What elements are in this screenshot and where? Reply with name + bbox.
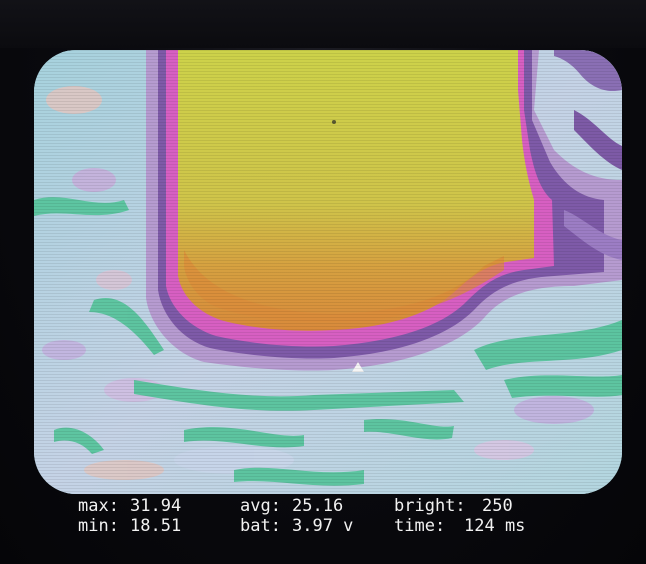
bat-label: bat: xyxy=(240,516,281,536)
device-bezel xyxy=(0,0,646,48)
right-edge-pattern xyxy=(554,50,622,260)
time-value: 124 ms xyxy=(464,516,526,536)
green-contours xyxy=(34,197,622,486)
hot-object xyxy=(178,50,534,331)
max-value: 31.94 xyxy=(130,496,182,516)
orange-edge xyxy=(184,250,504,322)
time-label: time: xyxy=(394,516,446,536)
min-label: min: xyxy=(78,516,119,536)
thermal-image xyxy=(34,50,622,494)
bright-label: bright: xyxy=(394,496,466,516)
avg-label: avg: xyxy=(240,496,281,516)
avg-value: 25.16 xyxy=(292,496,344,516)
bat-value: 3.97 v xyxy=(292,516,354,536)
bright-value: 250 xyxy=(482,496,513,516)
min-value: 18.51 xyxy=(130,516,182,536)
center-marker xyxy=(332,120,336,124)
max-label: max: xyxy=(78,496,119,516)
min-marker xyxy=(352,362,364,372)
thermal-image-screen xyxy=(34,50,622,494)
readout-panel: max: 31.94 avg: 25.16 bright: 250 min: 1… xyxy=(78,494,558,542)
